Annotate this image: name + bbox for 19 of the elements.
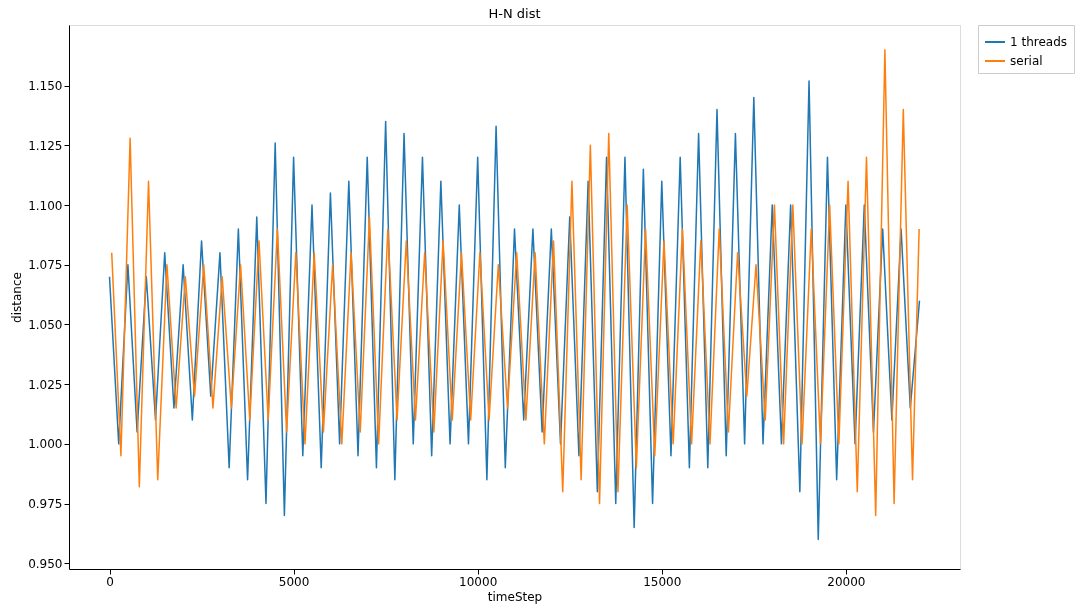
- x-tick-label: 20000: [827, 574, 866, 589]
- x-axis-title: timeStep: [487, 589, 543, 604]
- y-tick-label: 0.975: [28, 497, 63, 512]
- y-axis-title: distance: [10, 272, 25, 323]
- y-tick-label: 1.050: [28, 317, 63, 332]
- y-tick-label: 1.125: [28, 138, 63, 153]
- x-tick-label: 15000: [643, 574, 682, 589]
- x-tick-label: 0: [106, 574, 114, 589]
- y-tick-label: 0.950: [28, 556, 63, 571]
- legend-label: 1 threads: [1010, 35, 1068, 49]
- y-tick-label: 1.000: [28, 437, 63, 452]
- x-tick-label: 5000: [278, 574, 310, 589]
- y-tick-label: 1.025: [28, 377, 63, 392]
- x-tick-label: 10000: [459, 574, 498, 589]
- legend-label: serial: [1010, 54, 1043, 68]
- y-tick-label: 1.075: [28, 258, 63, 273]
- y-tick-label: 1.100: [28, 198, 63, 213]
- chart-title: H-N dist: [488, 6, 541, 21]
- y-tick-label: 1.150: [28, 79, 63, 94]
